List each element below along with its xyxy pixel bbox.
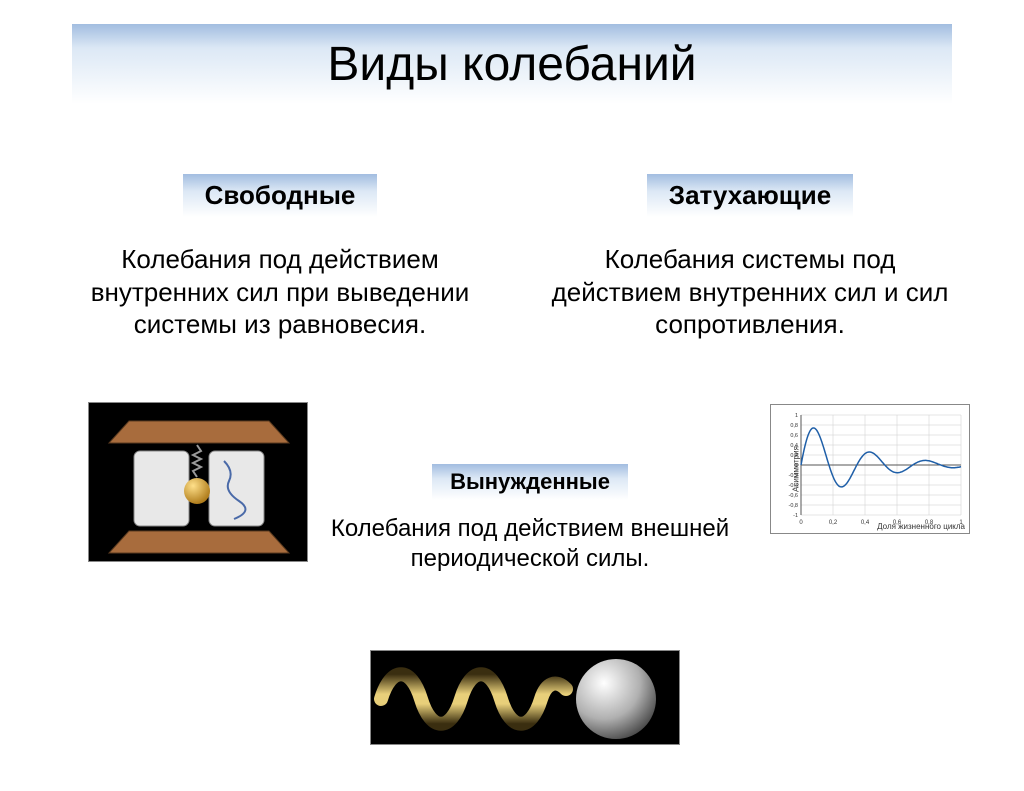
svg-text:-0,8: -0,8 bbox=[789, 503, 798, 509]
svg-text:-1: -1 bbox=[793, 513, 798, 519]
svg-text:0,2: 0,2 bbox=[829, 520, 838, 526]
forced-oscillation-section: Вынужденные Колебания под действием внеш… bbox=[320, 464, 740, 574]
free-oscillation-section: Свободные Колебания под действием внутре… bbox=[70, 174, 490, 341]
forced-header: Вынужденные bbox=[432, 464, 628, 500]
damped-graph: 10,80,60,40,20-0,2-0,4-0,6-0,8-1 00,20,4… bbox=[770, 404, 970, 534]
spring-mass-image bbox=[370, 650, 680, 745]
svg-text:-0,6: -0,6 bbox=[789, 493, 798, 499]
free-desc: Колебания под действием внутренних сил п… bbox=[70, 243, 490, 341]
graph-ylabel: Асимметрия bbox=[791, 446, 800, 492]
damped-header: Затухающие bbox=[647, 174, 853, 217]
slide-title-bar: Виды колебаний bbox=[72, 24, 952, 104]
forced-desc: Колебания под действием внешней периодич… bbox=[320, 514, 740, 574]
slide-title: Виды колебаний bbox=[327, 37, 696, 92]
free-header: Свободные bbox=[183, 174, 378, 217]
svg-text:1: 1 bbox=[795, 413, 798, 419]
apparatus-image bbox=[88, 402, 308, 562]
graph-xlabel: Доля жизненного цикла bbox=[877, 522, 965, 531]
svg-text:0,4: 0,4 bbox=[861, 520, 870, 526]
damped-oscillation-section: Затухающие Колебания системы под действи… bbox=[540, 174, 960, 341]
damped-desc: Колебания системы под действием внутренн… bbox=[540, 243, 960, 341]
svg-text:0,8: 0,8 bbox=[790, 423, 798, 429]
svg-text:0,6: 0,6 bbox=[790, 433, 798, 439]
